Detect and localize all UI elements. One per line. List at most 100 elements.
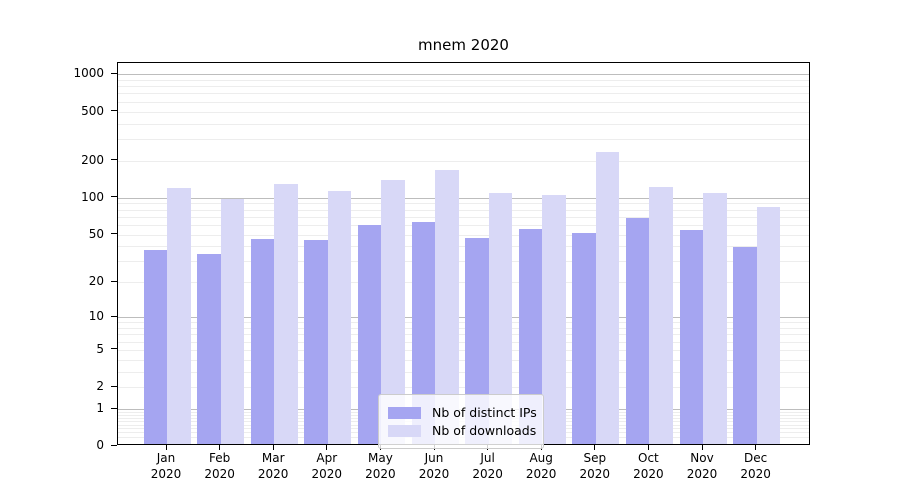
x-tick-label: Jul 2020 [472,451,503,481]
y-tick-label: 5 [96,341,104,356]
bar-downloads-dec [756,207,781,444]
bar-ips-jan [143,249,167,444]
bar-downloads-oct [649,187,673,444]
y-tick-label: 50 [88,226,104,241]
x-tick-label: Jun 2020 [418,451,450,481]
y-tick-label: 20 [88,274,104,289]
bar-downloads-mar [274,183,298,444]
gridline-minor [118,234,809,236]
y-axis-tick [111,233,117,235]
y-tick-label: 2 [96,379,104,394]
gridline-minor [118,334,809,336]
bar-downloads-sep [595,152,620,444]
y-tick-label: 100 [81,189,104,204]
x-tick-label: Apr 2020 [311,451,343,481]
gridline-minor [118,160,809,162]
gridline-minor [118,261,809,263]
bar-downloads-nov [703,192,727,444]
x-axis-tick [165,445,167,450]
bar-ips-may [357,225,382,444]
gridline-minor [118,101,809,103]
gridline-major [118,317,809,319]
x-tick-label: Sep 2020 [579,451,611,481]
gridline-minor [118,371,809,373]
y-tick-label: 1000 [73,66,104,81]
y-axis-tick [111,444,117,446]
gridline-minor [118,86,809,88]
x-axis-tick [701,445,703,450]
gridline-major [118,74,809,76]
x-tick-label: Jan 2020 [150,451,182,481]
x-tick-label: Nov 2020 [686,451,718,481]
bar-ips-jun [411,221,435,444]
y-tick-label: 0 [96,438,104,452]
bar-ips-feb [197,254,221,444]
x-axis-tick [647,445,649,450]
bar-ips-jul [465,237,489,444]
bar-ips-nov [679,230,703,444]
y-tick-label: 1 [96,401,104,415]
x-tick-label: Mar 2020 [257,451,289,481]
plot-area [117,62,810,445]
ips-swatch-icon [388,406,421,419]
legend-label-ips: Nb of distinct IPs [432,405,537,420]
gridline-minor [118,341,809,343]
y-tick-label: 10 [88,309,104,324]
gridline-minor [118,203,809,205]
y-axis-tick [111,348,117,350]
bar-downloads-jun [435,169,459,444]
legend: Nb of distinct IPs Nb of downloads [378,394,544,449]
x-tick-label: Oct 2020 [633,451,664,481]
bar-ips-apr [304,240,328,444]
gridline-minor [118,216,809,218]
gridline-minor [118,139,809,140]
bar-downloads-apr [327,191,352,444]
gridline-minor [118,93,809,95]
y-axis-tick [111,385,117,387]
gridline-minor [118,387,809,389]
gridline-minor [118,359,809,361]
y-axis-tick [111,196,117,198]
y-tick-label: 200 [81,152,104,167]
gridline-minor [118,322,809,324]
bar-ips-aug [518,229,543,444]
x-axis-tick [594,445,596,450]
y-axis-tick [111,159,117,161]
x-axis-tick [272,445,274,450]
gridline-major [118,197,809,199]
y-tick-label: 500 [81,103,104,118]
x-tick-label: Dec 2020 [740,451,771,481]
bar-downloads-jul [488,192,513,444]
gridline-minor [118,224,809,226]
bar-downloads-jan [167,188,191,444]
gridline-minor [118,349,809,351]
chart-title: mnem 2020 [418,36,509,54]
gridline-minor [118,246,809,248]
bar-downloads-feb [220,198,245,444]
y-axis-tick [111,72,117,74]
gridline-minor [118,209,809,211]
x-tick-label: May 2020 [365,451,396,481]
x-tick-label: Feb 2020 [204,451,235,481]
legend-item-ips: Nb of distinct IPs [388,405,537,420]
gridline-minor [118,79,809,81]
x-axis-tick [326,445,328,450]
downloads-swatch-icon [388,424,421,437]
legend-label-downloads: Nb of downloads [432,423,537,438]
bar-ips-oct [625,217,650,444]
gridline-minor [118,123,809,125]
y-axis-tick [111,315,117,317]
x-tick-label: Aug 2020 [525,451,557,481]
gridline-minor [118,111,809,113]
y-axis-tick [111,110,117,111]
legend-item-downloads: Nb of downloads [388,423,537,438]
y-axis-tick [111,280,117,282]
bar-ips-mar [250,239,275,444]
bar-ips-dec [733,246,757,444]
gridline-minor [118,282,809,284]
x-axis-tick [219,445,221,450]
bar-downloads-may [381,180,405,444]
y-axis-tick [111,407,117,409]
gridline-minor [118,328,809,329]
